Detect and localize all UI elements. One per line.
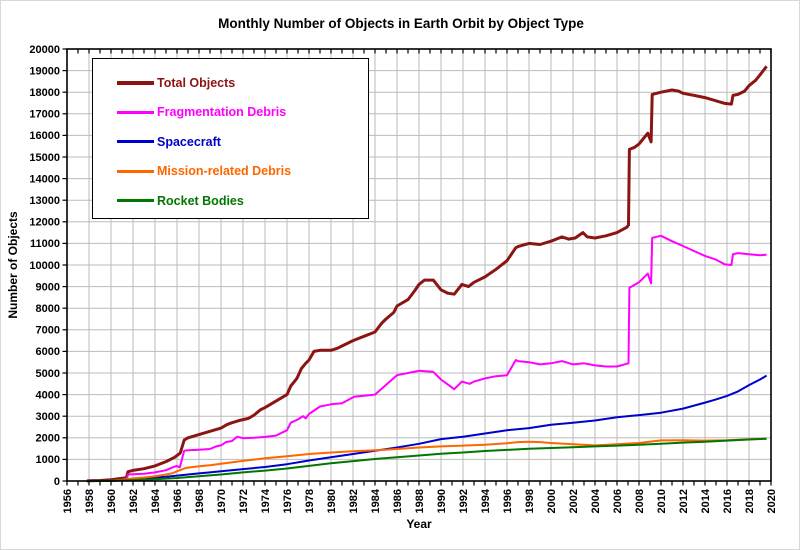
legend-line-swatch — [117, 199, 154, 203]
legend-item-0: Total Objects — [117, 68, 368, 98]
x-tick-label: 1990 — [436, 489, 448, 513]
x-tick-label: 2010 — [656, 489, 668, 513]
y-tick-label: 6000 — [36, 346, 60, 358]
series-line-0 — [86, 65, 768, 483]
x-tick-label: 2020 — [766, 489, 778, 513]
y-tick-label: 13000 — [29, 195, 60, 207]
y-tick-label: 14000 — [29, 173, 60, 185]
series-line-1 — [86, 234, 767, 482]
x-tick-label: 1958 — [84, 489, 96, 513]
y-axis-title: Number of Objects — [6, 211, 20, 319]
x-tick-label: 1978 — [304, 489, 316, 513]
y-tick-label: 0 — [54, 476, 60, 488]
y-tick-label: 7000 — [36, 325, 60, 337]
x-tick-label: 1986 — [392, 489, 404, 513]
legend-label: Rocket Bodies — [157, 193, 244, 208]
chart-title: Monthly Number of Objects in Earth Orbit… — [218, 16, 584, 31]
series-line-2 — [86, 374, 768, 482]
x-tick-label: 1982 — [348, 489, 360, 513]
x-tick-label: 1956 — [62, 489, 74, 513]
x-tick-label: 2008 — [634, 489, 646, 513]
legend-label: Total Objects — [157, 75, 236, 90]
x-tick-label: 1960 — [106, 489, 118, 513]
x-tick-label: 1996 — [502, 489, 514, 513]
x-tick-label: 1962 — [128, 489, 140, 513]
x-tick-label: 1970 — [216, 489, 228, 513]
y-tick-label: 15000 — [29, 152, 60, 164]
y-tick-label: 18000 — [29, 87, 60, 99]
x-tick-label: 1976 — [282, 489, 294, 513]
axis-ticks — [62, 48, 772, 486]
y-tick-label: 10000 — [29, 260, 60, 272]
x-tick-label: 2002 — [568, 489, 580, 513]
x-tick-label: 1992 — [458, 489, 470, 513]
x-tick-label: 1988 — [414, 489, 426, 513]
series-line-3 — [86, 437, 767, 482]
x-tick-label: 1998 — [524, 489, 536, 513]
y-tick-label: 20000 — [29, 44, 60, 56]
x-tick-label: 2016 — [722, 489, 734, 513]
x-tick-label: 2000 — [546, 489, 558, 513]
x-tick-label: 1968 — [194, 489, 206, 513]
y-tick-label: 9000 — [36, 281, 60, 293]
legend-line-swatch — [117, 110, 154, 114]
y-tick-label: 8000 — [36, 303, 60, 315]
legend-item-3: Mission-related Debris — [117, 157, 368, 187]
legend-line-swatch — [117, 80, 154, 85]
x-axis-title: Year — [406, 517, 432, 531]
y-tick-label: 1000 — [36, 454, 60, 466]
data-series — [86, 65, 768, 483]
x-tick-label: 1984 — [370, 488, 382, 513]
x-tick-label: 2012 — [678, 489, 690, 513]
y-tick-label: 19000 — [29, 65, 60, 77]
series-line-4 — [86, 437, 767, 482]
x-tick-label: 1974 — [260, 488, 272, 513]
y-tick-label: 12000 — [29, 217, 60, 229]
legend-item-4: Rocket Bodies — [117, 186, 368, 216]
legend-line-swatch — [117, 140, 154, 144]
y-tick-label: 3000 — [36, 411, 60, 423]
y-tick-label: 2000 — [36, 433, 60, 445]
chart-legend: Total Objects Fragmentation Debris Spacecr… — [92, 58, 369, 219]
x-tick-label: 1994 — [480, 488, 492, 513]
legend-label: Mission-related Debris — [157, 164, 292, 179]
y-tick-label: 17000 — [29, 109, 60, 121]
x-tick-label: 1966 — [172, 489, 184, 513]
y-tick-label: 5000 — [36, 368, 60, 380]
x-tick-label: 2004 — [590, 488, 602, 513]
legend-item-1: Fragmentation Debris — [117, 98, 368, 128]
y-tick-label: 4000 — [36, 389, 60, 401]
x-tick-label: 2006 — [612, 489, 624, 513]
legend-line-swatch — [117, 169, 154, 173]
x-tick-label: 1964 — [150, 488, 162, 513]
y-tick-label: 11000 — [30, 238, 60, 250]
legend-item-2: Spacecraft — [117, 127, 368, 157]
y-tick-label: 16000 — [29, 130, 60, 142]
legend-label: Spacecraft — [157, 134, 221, 149]
x-tick-label: 1980 — [326, 489, 338, 513]
x-tick-label: 2014 — [700, 488, 712, 513]
x-tick-label: 2018 — [744, 489, 756, 513]
x-tick-label: 1972 — [238, 489, 250, 513]
tick-labels: 0 1000 2000 3000 4000 5000 6000 7000 8000 9000 100… — [29, 44, 777, 514]
legend-label: Fragmentation Debris — [157, 105, 287, 120]
